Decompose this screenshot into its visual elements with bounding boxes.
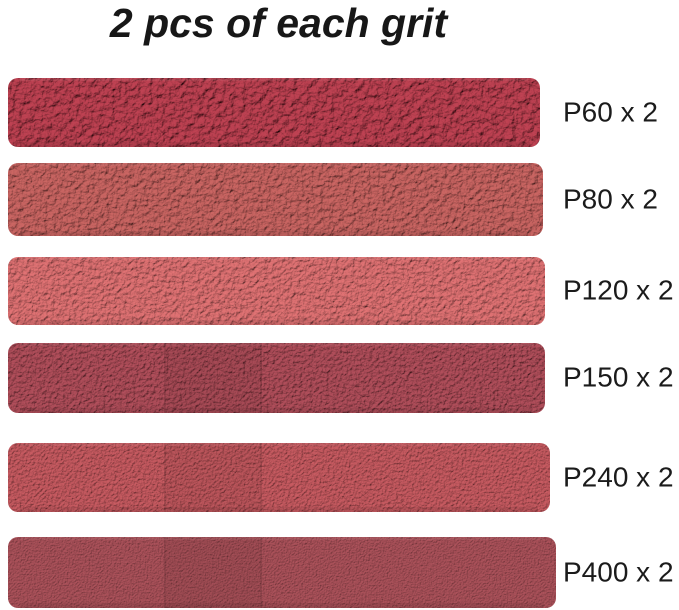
sandpaper-strip [8,163,543,236]
sandpaper-strip [8,257,545,325]
grit-row: P150 x 2 [8,343,679,413]
grit-row: P400 x 2 [8,537,679,608]
grit-label: P60 x 2 [563,95,658,127]
grit-label: P150 x 2 [563,361,674,393]
grit-row: P240 x 2 [8,443,679,512]
grit-label: P240 x 2 [563,460,674,492]
page-title: 2 pcs of each grit [109,0,448,46]
sandpaper-strip [8,443,550,512]
sandpaper-strip [8,343,545,413]
grit-label: P120 x 2 [563,274,674,306]
sandpaper-strip [8,78,540,147]
grit-label: P400 x 2 [563,555,674,587]
grit-row: P120 x 2 [8,257,679,325]
grit-row: P80 x 2 [8,163,679,236]
grit-label: P80 x 2 [563,182,658,214]
sandpaper-strip [8,537,556,608]
grit-row: P60 x 2 [8,78,679,147]
